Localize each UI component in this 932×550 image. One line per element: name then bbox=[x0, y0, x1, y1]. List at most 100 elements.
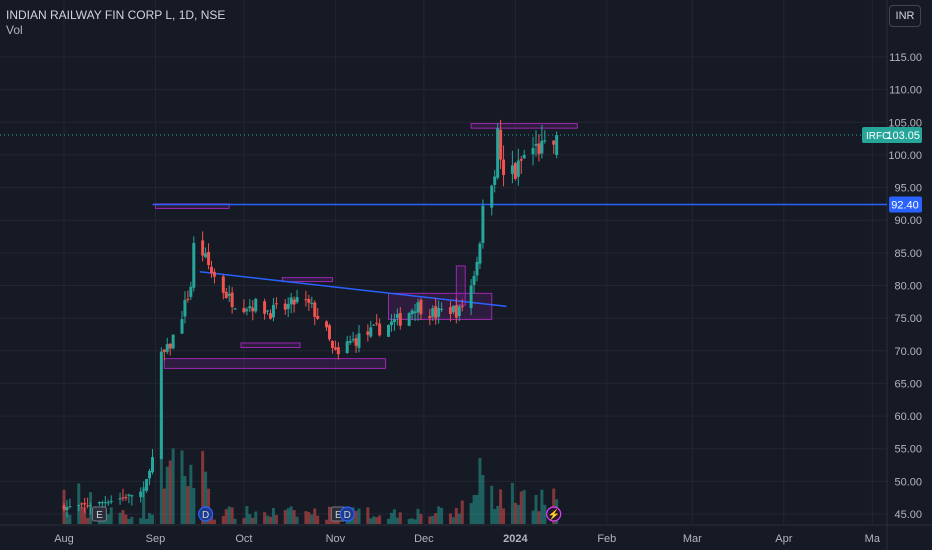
volume-bar bbox=[283, 509, 287, 524]
candle-body bbox=[345, 341, 349, 354]
zone-box bbox=[455, 265, 466, 306]
volume-bar bbox=[345, 519, 349, 524]
candle-body bbox=[89, 505, 93, 507]
candle-body bbox=[392, 319, 396, 323]
marker-label: ⚡ bbox=[547, 508, 559, 521]
volume-bar bbox=[121, 510, 125, 524]
price-tick-label: 60.00 bbox=[894, 411, 922, 423]
volume-bar bbox=[254, 511, 258, 524]
volume-bar bbox=[395, 517, 399, 524]
volume-bar bbox=[552, 488, 556, 524]
candle-body bbox=[410, 310, 414, 315]
volume-bar bbox=[269, 516, 272, 524]
candle-body bbox=[369, 327, 373, 337]
candle-body bbox=[248, 306, 252, 309]
volume-bar bbox=[295, 516, 299, 524]
volume-bar bbox=[369, 518, 373, 524]
candle-body bbox=[375, 322, 379, 324]
price-tick-label: 110.00 bbox=[889, 85, 922, 97]
price-tick-label: 85.00 bbox=[894, 248, 922, 260]
candle-body bbox=[493, 176, 497, 185]
volume-bar bbox=[313, 508, 317, 524]
candle-body bbox=[269, 313, 272, 319]
candle-body bbox=[118, 498, 122, 500]
volume-bar bbox=[307, 512, 311, 524]
candle-body bbox=[80, 503, 84, 505]
volume-bar bbox=[478, 457, 482, 524]
volume-bar bbox=[490, 485, 494, 524]
price-tick-label: 80.00 bbox=[894, 281, 922, 293]
volume-bar bbox=[65, 512, 69, 524]
marker-label: D bbox=[202, 510, 209, 521]
volume-bar bbox=[410, 518, 414, 524]
volume-bar bbox=[180, 450, 184, 524]
volume-bar bbox=[469, 503, 473, 524]
volume-bar bbox=[416, 508, 420, 524]
volume-bar bbox=[204, 471, 208, 524]
volume-bar bbox=[83, 507, 87, 524]
volume-bar bbox=[292, 510, 296, 524]
volume-bar bbox=[80, 507, 84, 524]
volume-bar bbox=[325, 519, 329, 524]
volume-bar bbox=[534, 494, 538, 524]
volume-bar bbox=[159, 403, 163, 524]
price-tick-label: 90.00 bbox=[894, 215, 922, 227]
volume-bar bbox=[451, 517, 455, 524]
candle-body bbox=[389, 321, 393, 326]
candle-body bbox=[378, 323, 382, 336]
candle-body bbox=[292, 299, 296, 305]
volume-bar bbox=[437, 506, 441, 524]
candle-body bbox=[543, 140, 547, 142]
candle-body bbox=[407, 313, 411, 326]
volume-bar bbox=[118, 512, 122, 524]
volume-bar bbox=[354, 510, 358, 524]
price-tick-label: 95.00 bbox=[894, 183, 922, 195]
trend-line bbox=[199, 271, 507, 308]
volume-bar bbox=[448, 513, 452, 524]
volume-bar bbox=[186, 486, 190, 524]
volume-bar bbox=[130, 516, 134, 524]
candle-body bbox=[534, 144, 538, 146]
currency-button[interactable]: INR bbox=[889, 5, 921, 27]
symbol-title[interactable]: INDIAN RAILWAY FIN CORP L, 1D, NSE bbox=[6, 8, 226, 22]
volume-bar bbox=[392, 509, 396, 524]
volume-bar bbox=[510, 482, 514, 524]
candle-body bbox=[478, 243, 482, 264]
volume-bar bbox=[543, 504, 547, 524]
candle-body bbox=[162, 349, 166, 353]
candle-body bbox=[245, 309, 249, 312]
candle-body bbox=[127, 494, 131, 496]
candle-body bbox=[192, 242, 196, 288]
time-tick-label: Nov bbox=[326, 533, 346, 545]
candle-body bbox=[395, 314, 399, 319]
volume-bar bbox=[357, 508, 361, 524]
time-tick-label: Oct bbox=[235, 533, 252, 545]
zone-box bbox=[281, 277, 333, 283]
volume-bar bbox=[224, 509, 228, 524]
time-tick-label: Ma bbox=[865, 533, 881, 545]
candle-body bbox=[186, 298, 190, 300]
time-tick-label: Feb bbox=[597, 533, 616, 545]
candle-body bbox=[165, 344, 169, 352]
candle-body bbox=[519, 159, 523, 161]
ticker-label: IRFC bbox=[866, 131, 889, 142]
candle-body bbox=[475, 262, 479, 276]
candle-body bbox=[254, 298, 258, 312]
price-tick-label: 55.00 bbox=[894, 444, 922, 456]
candle-body bbox=[431, 308, 435, 317]
volume-bar bbox=[86, 517, 90, 524]
candle-body bbox=[224, 291, 228, 299]
candle-body bbox=[230, 292, 234, 308]
candle-body bbox=[354, 338, 358, 346]
time-tick-label: Aug bbox=[54, 533, 74, 545]
candle-body bbox=[121, 497, 125, 499]
candle-body bbox=[555, 135, 559, 155]
candle-body bbox=[68, 506, 72, 508]
volume-bar bbox=[519, 491, 523, 524]
candle-body bbox=[434, 306, 438, 319]
volume-bar bbox=[304, 511, 308, 524]
candle-body bbox=[274, 303, 278, 305]
volume-bar bbox=[413, 519, 417, 524]
candle-body bbox=[490, 185, 494, 208]
